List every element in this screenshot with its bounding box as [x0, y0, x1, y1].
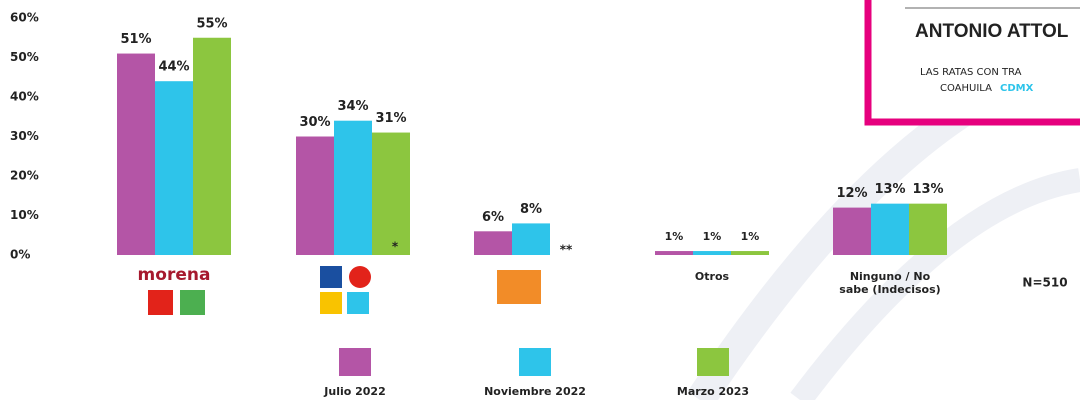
- bar: [372, 132, 410, 255]
- value-label: 8%: [520, 202, 542, 217]
- bar: [193, 37, 231, 255]
- value-label: 1%: [665, 230, 684, 243]
- value-label: 6%: [482, 210, 504, 225]
- value-label: 13%: [912, 182, 943, 197]
- ad-text: LAS RATAS CON TRA: [920, 67, 1022, 78]
- bar: [655, 251, 693, 255]
- value-label: 34%: [337, 99, 368, 114]
- legend-swatch: [339, 348, 371, 376]
- ad-name: ANTONIO ATTOL: [915, 21, 1069, 42]
- bar: [512, 223, 550, 255]
- y-tick-label: 0%: [10, 248, 30, 262]
- value-label: 31%: [375, 111, 406, 126]
- value-label: 1%: [741, 230, 760, 243]
- bar: [833, 207, 871, 255]
- annotation: **: [560, 243, 573, 257]
- y-tick-label: 50%: [10, 50, 39, 64]
- bar: [474, 231, 512, 255]
- annotation: N=510: [1022, 276, 1067, 290]
- y-tick-label: 40%: [10, 90, 39, 104]
- annotation: *: [392, 240, 399, 254]
- bar: [693, 251, 731, 255]
- value-label: 30%: [299, 115, 330, 130]
- y-tick-label: 10%: [10, 208, 39, 222]
- category-label: Ninguno / No sabe (Indecisos): [839, 270, 941, 296]
- legend-label: Julio 2022: [323, 385, 385, 398]
- legend-swatch: [519, 348, 551, 376]
- bar: [909, 203, 947, 255]
- bar: [871, 203, 909, 255]
- legend-label: Marzo 2023: [677, 385, 749, 398]
- logo-pt-pvem: [148, 290, 205, 315]
- legend-label: Noviembre 2022: [484, 385, 586, 398]
- bar: [155, 81, 193, 255]
- ad-text: CDMX: [1000, 83, 1034, 94]
- y-tick-label: 30%: [10, 129, 39, 143]
- logo-mc: [497, 270, 541, 304]
- ad-box: [864, 0, 1080, 126]
- bar: [334, 120, 372, 255]
- value-label: 13%: [874, 182, 905, 197]
- ad-text: COAHUILA: [940, 83, 992, 94]
- bar: [117, 53, 155, 255]
- value-label: 44%: [158, 60, 189, 75]
- logo-pan-pri-prd: [320, 266, 371, 314]
- bar: [296, 136, 334, 255]
- category-label: morena: [137, 265, 211, 285]
- value-label: 12%: [836, 186, 867, 201]
- value-label: 51%: [120, 32, 151, 47]
- value-label: 55%: [196, 16, 227, 31]
- legend-swatch: [697, 348, 729, 376]
- y-tick-label: 20%: [10, 169, 39, 183]
- y-tick-label: 60%: [10, 11, 39, 25]
- value-label: 1%: [703, 230, 722, 243]
- bar: [731, 251, 769, 255]
- category-label: Otros: [694, 270, 730, 283]
